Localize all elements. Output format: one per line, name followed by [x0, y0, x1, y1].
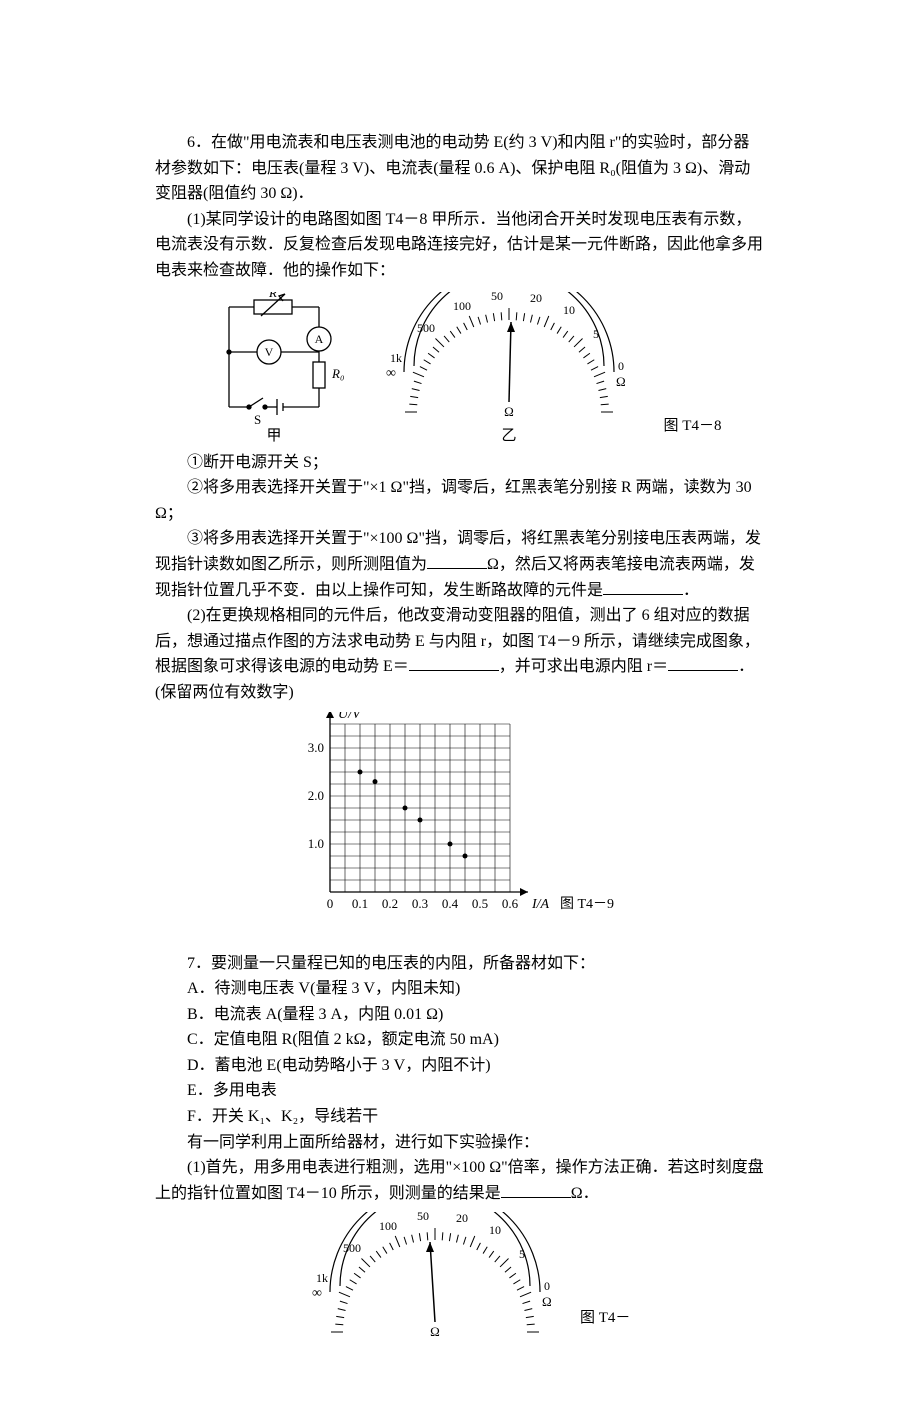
label-R0: R₀ [331, 366, 344, 381]
svg-text:10: 10 [563, 303, 575, 317]
svg-text:50: 50 [491, 292, 503, 303]
uv-graph: 1.0 2.0 3.0 0 0.1 0.2 0.3 0.4 0.5 0.6 U/V I/A 图 T4－9 [270, 712, 650, 927]
svg-text:5: 5 [519, 1247, 525, 1261]
q6-p2: (1)某同学设计的电路图如图 T4－8 甲所示．当他闭合开关时发现电压表有示数，… [155, 207, 765, 284]
svg-text:3.0: 3.0 [308, 740, 324, 755]
svg-text:Ω: Ω [504, 404, 514, 419]
q7-F: F．开关 K₁、K₂，导线若干 [155, 1104, 765, 1130]
svg-text:0: 0 [544, 1279, 550, 1293]
svg-text:20: 20 [530, 292, 542, 305]
caption-t4-10: 图 T4－10 [580, 1309, 630, 1326]
label-V: V [264, 345, 273, 359]
svg-text:0.2: 0.2 [382, 896, 398, 911]
svg-text:2.0: 2.0 [308, 788, 324, 803]
label-S: S [254, 412, 261, 427]
svg-text:∞: ∞ [386, 366, 396, 381]
svg-text:1k: 1k [316, 1271, 328, 1285]
svg-text:1.0: 1.0 [308, 836, 324, 851]
blank-r[interactable] [668, 654, 738, 671]
figure-t4-9: 1.0 2.0 3.0 0 0.1 0.2 0.3 0.4 0.5 0.6 U/V I/A 图 T4－9 [155, 712, 765, 927]
blank-component[interactable] [603, 578, 683, 595]
q7-p1: 7．要测量一只量程已知的电压表的内阻，所备器材如下： [155, 951, 765, 977]
svg-text:0.4: 0.4 [442, 896, 459, 911]
svg-text:100: 100 [453, 299, 471, 313]
svg-text:0.6: 0.6 [502, 896, 519, 911]
q6-s2: ②将多用表选择开关置于"×1 Ω"挡，调零后，红黑表笔分别接 R 两端，读数为 … [155, 475, 765, 526]
svg-text:I/A: I/A [531, 897, 550, 912]
figure-t4-8-row: R A V R₀ S 甲 1k ∞ 500 100 50 20 10 5 0 Ω [155, 292, 765, 442]
svg-text:U/V: U/V [338, 712, 362, 722]
q6-p1: 6．在做"用电流表和电压表测电池的电动势 E(约 3 V)和内阻 r"的实验时，… [155, 130, 765, 207]
q6-p3: (2)在更换规格相同的元件后，他改变滑动变阻器的阻值，测出了 6 组对应的数据后… [155, 603, 765, 705]
svg-text:0.3: 0.3 [412, 896, 428, 911]
svg-text:100: 100 [379, 1219, 397, 1233]
q7-D: D．蓄电池 E(电动势略小于 3 V，内阻不计) [155, 1053, 765, 1079]
blank-resistance[interactable] [427, 552, 487, 569]
label-A: A [314, 332, 323, 346]
q7-B: B．电流表 A(量程 3 A，内阻 0.01 Ω) [155, 1002, 765, 1028]
blank-emf[interactable] [409, 654, 499, 671]
svg-text:50: 50 [417, 1212, 429, 1223]
q7-p3a: (1)首先，用多用电表进行粗测，选用"×100 Ω"倍率，操作方法正确．若这时刻… [155, 1159, 764, 1202]
circuit-jia: R A V R₀ S 甲 [199, 292, 354, 442]
svg-text:0.5: 0.5 [472, 896, 488, 911]
svg-text:500: 500 [343, 1241, 361, 1255]
q7-p2: 有一同学利用上面所给器材，进行如下实验操作： [155, 1130, 765, 1156]
svg-text:0.1: 0.1 [352, 896, 368, 911]
svg-text:Ω: Ω [430, 1324, 440, 1339]
figure-t4-10: 1k ∞ 500 100 50 20 10 5 0 Ω Ω 图 T4－10 [155, 1212, 765, 1352]
svg-text:0: 0 [618, 359, 624, 373]
svg-text:Ω: Ω [616, 374, 626, 389]
q7-C: C．定值电阻 R(阻值 2 kΩ，额定电流 50 mA) [155, 1027, 765, 1053]
svg-text:图 T4－9: 图 T4－9 [560, 897, 614, 912]
label-R: R [268, 292, 277, 300]
caption-yi: 乙 [501, 428, 516, 442]
q7-A: A．待测电压表 V(量程 3 V，内阻未知) [155, 976, 765, 1002]
caption-jia: 甲 [266, 428, 281, 442]
svg-text:20: 20 [456, 1212, 468, 1225]
caption-t4-8: 图 T4－8 [664, 414, 722, 442]
q6-s1: ①断开电源开关 S； [155, 450, 765, 476]
svg-text:500: 500 [417, 321, 435, 335]
q7-E: E．多用电表 [155, 1078, 765, 1104]
svg-text:10: 10 [489, 1223, 501, 1237]
q7-p3: (1)首先，用多用电表进行粗测，选用"×100 Ω"倍率，操作方法正确．若这时刻… [155, 1155, 765, 1206]
svg-text:5: 5 [593, 327, 599, 341]
svg-text:0: 0 [327, 896, 334, 911]
q6-p3b: ，并可求出电源内阻 r＝ [499, 658, 668, 675]
ohmmeter-t4-10: 1k ∞ 500 100 50 20 10 5 0 Ω Ω 图 T4－10 [290, 1212, 630, 1352]
svg-text:1k: 1k [390, 351, 402, 365]
blank-ohm-result[interactable] [501, 1181, 571, 1198]
q6-s3: ③将多用表选择开关置于"×100 Ω"挡，调零后，将红黑表笔分别接电压表两端，发… [155, 526, 765, 603]
svg-text:∞: ∞ [312, 1286, 322, 1301]
ohmmeter-yi: 1k ∞ 500 100 50 20 10 5 0 Ω Ω 乙 [384, 292, 634, 442]
